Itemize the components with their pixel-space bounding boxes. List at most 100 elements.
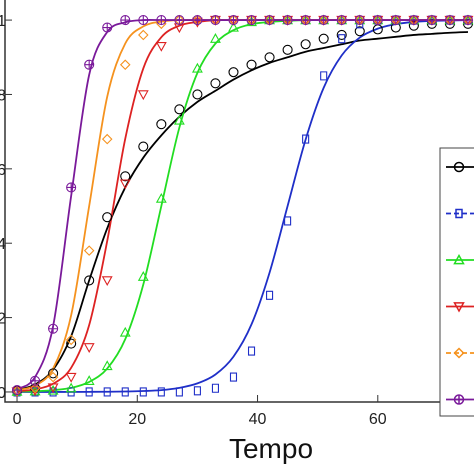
marker <box>210 15 221 26</box>
marker <box>83 245 95 256</box>
marker-shape <box>102 212 113 223</box>
marker <box>156 15 167 26</box>
marker <box>453 253 465 265</box>
marker-shape <box>174 104 185 115</box>
marker-cross <box>102 23 112 33</box>
marker <box>318 15 329 26</box>
marker <box>120 171 131 182</box>
marker <box>139 387 147 397</box>
marker <box>264 52 275 63</box>
fit-line <box>17 19 469 393</box>
y-tick-label: 1 <box>0 13 6 30</box>
marker-shape <box>84 275 95 286</box>
marker-cross <box>174 15 184 25</box>
marker <box>264 15 275 26</box>
marker <box>336 29 347 41</box>
marker <box>246 59 257 70</box>
marker <box>65 334 77 346</box>
marker <box>282 15 293 26</box>
marker <box>211 383 219 393</box>
marker <box>119 179 131 190</box>
marker-cross <box>445 15 455 25</box>
marker <box>66 338 77 349</box>
x-tick-label: 60 <box>369 411 387 428</box>
marker <box>408 15 419 26</box>
marker-shape <box>246 59 257 70</box>
marker <box>300 39 311 50</box>
legend-box <box>439 147 474 417</box>
plot-frame <box>4 0 474 403</box>
x-axis-label: Tempo <box>229 433 313 464</box>
marker <box>83 375 95 385</box>
marker <box>320 71 328 81</box>
marker <box>84 59 95 70</box>
marker <box>426 15 437 26</box>
marker-cross <box>247 15 257 25</box>
marker <box>282 44 293 55</box>
marker <box>354 26 365 37</box>
marker <box>228 67 239 78</box>
marker-cross <box>228 15 238 25</box>
marker <box>390 15 401 26</box>
marker-cross <box>454 395 464 404</box>
marker <box>210 33 221 43</box>
marker-cross <box>301 15 311 25</box>
marker-cross <box>12 385 22 395</box>
marker-cross <box>48 324 58 334</box>
marker <box>47 371 59 383</box>
x-tick-label: 40 <box>249 411 267 428</box>
marker <box>155 192 167 203</box>
marker <box>302 134 310 144</box>
marker-cross <box>120 15 130 25</box>
marker <box>453 161 465 173</box>
y-tick-label: 0.6 <box>0 162 6 179</box>
marker-cross <box>373 15 383 25</box>
marker <box>453 347 465 359</box>
marker-shape <box>48 368 59 379</box>
marker-cross <box>66 182 76 192</box>
marker-cross <box>391 15 401 25</box>
y-tick-label: 0 <box>0 385 6 402</box>
marker <box>453 302 465 313</box>
marker <box>300 15 311 26</box>
marker <box>228 21 239 32</box>
marker-shape <box>210 78 221 89</box>
x-tick-label: 0 <box>13 411 22 428</box>
marker-cross <box>283 15 293 25</box>
marker-cross <box>210 15 220 25</box>
marker <box>11 385 23 397</box>
marker-cross <box>30 376 40 386</box>
marker <box>228 15 239 26</box>
marker <box>85 387 93 397</box>
marker <box>101 276 113 287</box>
marker <box>193 386 201 396</box>
x-tick-label: 20 <box>128 411 146 428</box>
marker-cross <box>337 15 347 25</box>
marker-cross <box>138 15 148 25</box>
marker <box>138 141 149 152</box>
marker-shape <box>318 33 329 44</box>
marker-shape <box>228 67 239 78</box>
marker <box>284 216 292 226</box>
marker-shape <box>66 338 77 349</box>
marker <box>175 387 183 397</box>
marker <box>247 346 256 356</box>
marker <box>65 372 77 383</box>
marker-shape <box>156 119 167 130</box>
marker <box>67 387 75 397</box>
marker <box>101 360 113 371</box>
marker <box>191 62 203 73</box>
marker <box>336 15 347 26</box>
marker-shape <box>192 89 203 100</box>
marker-cross <box>355 15 365 25</box>
marker <box>48 368 59 379</box>
marker <box>210 78 221 89</box>
marker <box>444 15 455 26</box>
marker <box>83 343 95 353</box>
marker-cross <box>192 15 202 25</box>
marker <box>192 15 203 26</box>
marker-cross <box>156 15 166 25</box>
marker <box>229 372 238 382</box>
marker <box>156 18 167 30</box>
